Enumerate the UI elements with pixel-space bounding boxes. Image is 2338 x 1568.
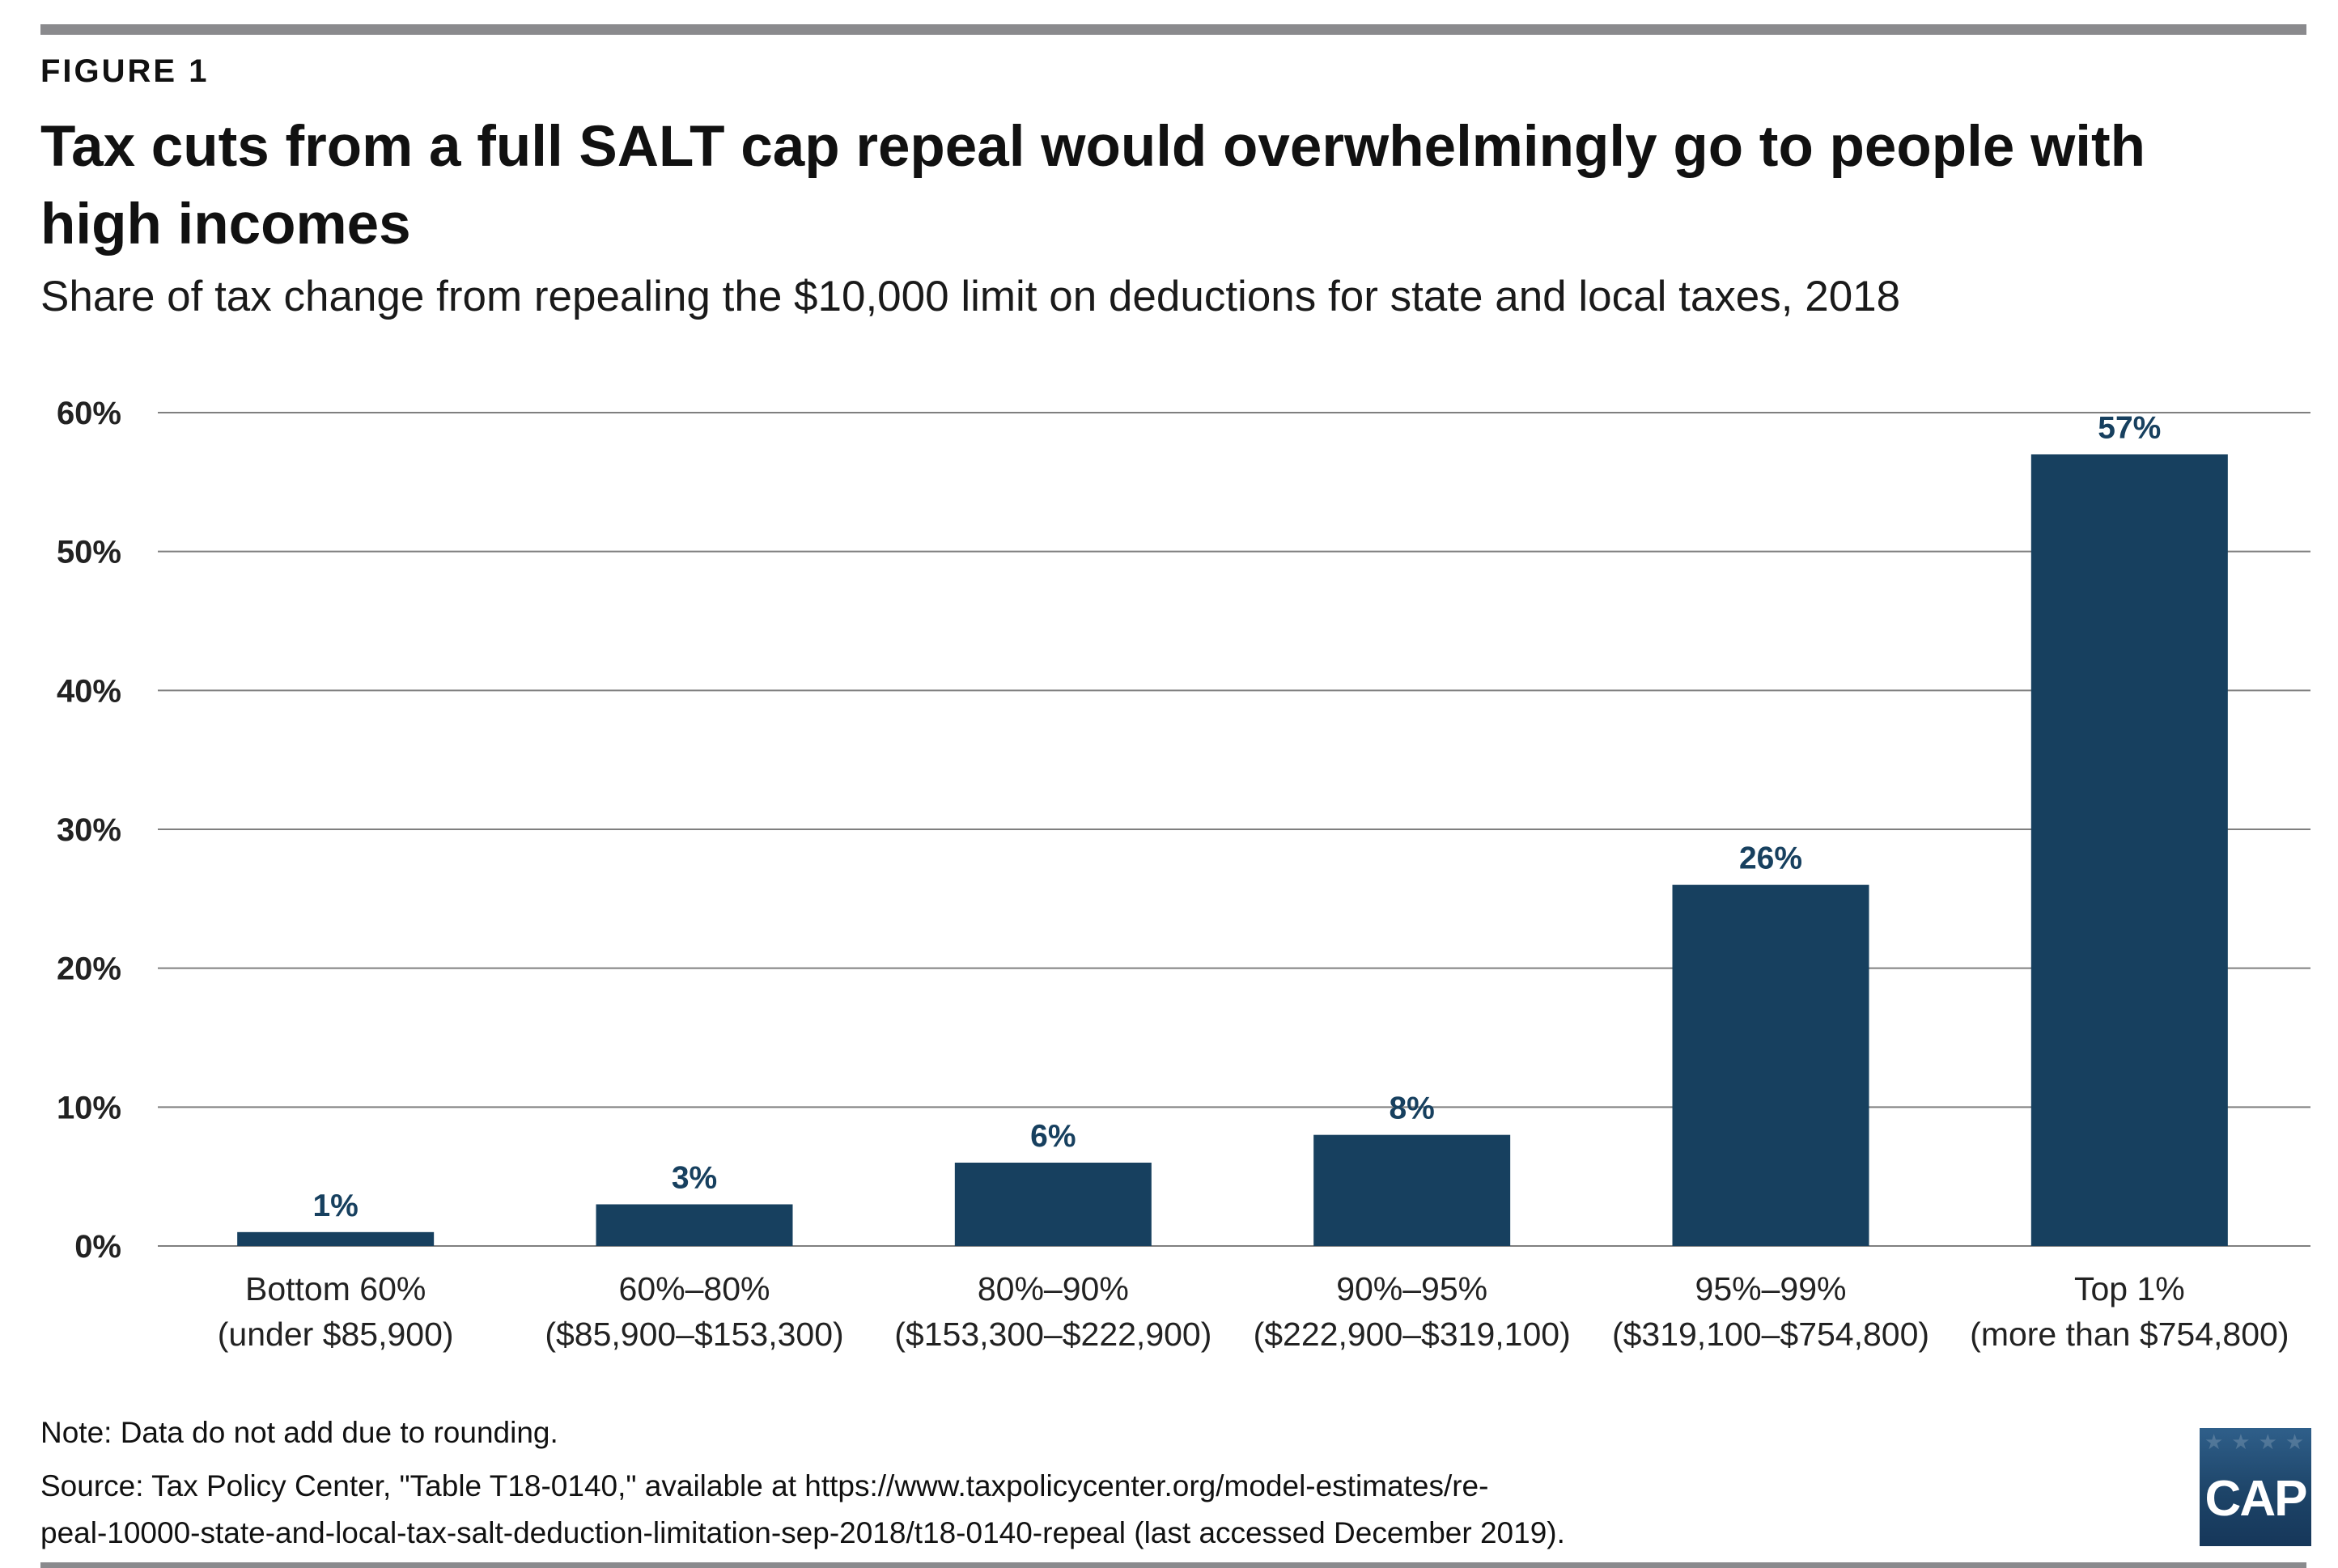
chart-title: Tax cuts from a full SALT cap repeal wou… [40,115,2146,256]
source-line-1: Source: Tax Policy Center, "Table T18-01… [40,1469,1489,1502]
category-label-3-line-2: ($153,300–$222,900) [894,1316,1211,1353]
bar-2 [596,1204,793,1246]
bar-value-label-6: 57% [2098,411,2161,446]
category-label-1-line-1: Bottom 60% [245,1270,426,1307]
y-axis-tick-labels: 0% 10% 20% 30% 40% 50% 60% [57,396,121,1265]
category-label-1-line-2: (under $85,900) [218,1316,454,1353]
bar-4 [1313,1134,1511,1246]
category-label-4-line-2: ($222,900–$319,100) [1254,1316,1571,1353]
chart-source: Source: Tax Policy Center, "Table T18-01… [40,1463,1659,1557]
logo-text: CAP [2204,1471,2308,1527]
category-label-6-line-1: Top 1% [2074,1270,2185,1307]
figure-label: FIGURE 1 [40,53,210,89]
bar-value-label-1: 1% [312,1189,358,1223]
bottom-rule [40,1562,2306,1568]
cap-logo: ★★★★★ CAP [2200,1428,2311,1546]
category-label-4-line-1: 90%–95% [1336,1270,1487,1307]
category-label-2-line-2: ($85,900–$153,300) [545,1316,843,1353]
category-label-5-line-2: ($319,100–$754,800) [1612,1316,1929,1353]
y-tick-label-10: 10% [57,1090,121,1125]
bar-1 [237,1231,435,1246]
bar-value-labels: 1% 3% 6% 8% 26% 57% [312,411,2161,1223]
bar-5 [1672,884,1869,1246]
y-tick-label-40: 40% [57,673,121,709]
category-label-3-line-1: 80%–90% [978,1270,1129,1307]
gridlines [158,412,2310,1247]
bar-value-label-4: 8% [1389,1091,1434,1126]
top-rule [40,24,2306,35]
bar-value-label-5: 26% [1739,841,1802,876]
y-tick-label-30: 30% [57,812,121,848]
bar-6 [2030,454,2228,1246]
chart-subtitle: Share of tax change from repealing the $… [40,273,1901,320]
bars [237,454,2228,1246]
category-label-2-line-1: 60%–80% [619,1270,770,1307]
bar-value-label-3: 6% [1030,1119,1076,1154]
y-tick-label-0: 0% [74,1229,121,1265]
category-label-5-line-1: 95%–99% [1695,1270,1847,1307]
bar-value-label-2: 3% [672,1161,717,1196]
y-tick-label-50: 50% [57,535,121,570]
logo-stars-decoration: ★★★★★ [2204,1430,2311,1454]
y-tick-label-20: 20% [57,951,121,987]
category-label-6-line-2: (more than $754,800) [1970,1316,2289,1353]
source-line-2: peal-10000-state-and-local-tax-salt-dedu… [40,1516,1565,1549]
x-axis-category-labels: Bottom 60% (under $85,900) 60%–80% ($85,900… [218,1270,2289,1353]
y-tick-label-60: 60% [57,396,121,431]
chart-note: Note: Data do not add due to rounding. [40,1416,558,1449]
bar-3 [954,1163,1152,1246]
